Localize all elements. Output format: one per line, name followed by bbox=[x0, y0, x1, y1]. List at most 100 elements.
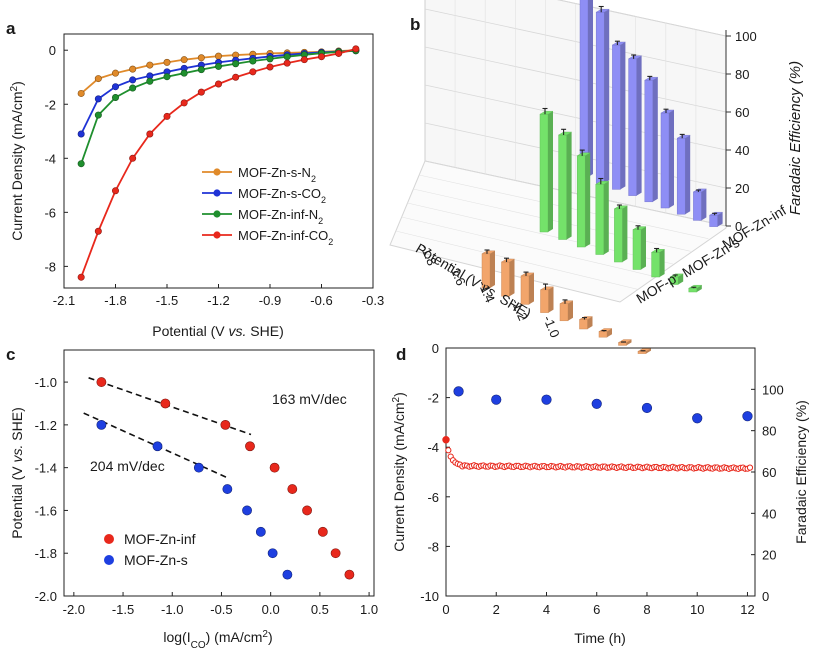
panel-a-legend-name: MOF-Zn-s-N bbox=[238, 165, 311, 180]
panel-a-legend: MOF-Zn-s-N2MOF-Zn-s-CO2MOF-Zn-inf-N2MOF-… bbox=[202, 165, 333, 247]
panel-c-point bbox=[152, 441, 163, 452]
panel-label-d: d bbox=[396, 345, 406, 364]
panel-d-ytick-label-left: -8 bbox=[427, 539, 439, 554]
panel-c-ytick-label: -1.2 bbox=[35, 418, 57, 433]
panel-c-xtick-label: 0.5 bbox=[311, 602, 329, 617]
panel-a-point bbox=[112, 69, 120, 77]
panel-a-point bbox=[112, 83, 120, 91]
panel-c-xtick-label: 0.0 bbox=[262, 602, 280, 617]
panel-c-point bbox=[255, 526, 266, 537]
panel-b-gridline bbox=[407, 202, 674, 265]
panel-c-point bbox=[282, 569, 293, 580]
panel-a-point bbox=[283, 59, 291, 67]
panel-a-point bbox=[94, 111, 102, 119]
panel-a-legend-name: MOF-Zn-inf-CO bbox=[238, 228, 328, 243]
panel-b-bar-side bbox=[636, 55, 642, 196]
panel-c-fit-label: 163 mV/dec bbox=[272, 391, 347, 407]
panel-d-ytick-label-left: -4 bbox=[427, 440, 439, 455]
panel-c-ylabel: Potential (V vs. SHE) bbox=[9, 407, 25, 539]
panel-a-point bbox=[94, 227, 102, 235]
panel-a-point bbox=[112, 94, 120, 102]
panel-b-bar-side bbox=[622, 205, 628, 262]
panel-d-current-point bbox=[746, 464, 754, 471]
panel-b-bar-side bbox=[620, 42, 626, 190]
panel-d-ytick-label-right: 80 bbox=[762, 424, 776, 439]
panel-d-fe-point bbox=[591, 398, 602, 409]
panel-b-bar-side bbox=[509, 259, 515, 297]
panel-a-point bbox=[266, 55, 274, 63]
panel-d-xtick-label: 10 bbox=[690, 602, 704, 617]
panel-c-point bbox=[222, 484, 233, 494]
panel-a-legend-sub: 2 bbox=[311, 174, 316, 184]
panel-b-xtick-label: -1.0 bbox=[540, 313, 563, 339]
panel-c-point bbox=[242, 505, 252, 516]
panel-c-point bbox=[269, 462, 280, 473]
panel-a-point bbox=[129, 84, 137, 92]
panel-c-point bbox=[220, 419, 231, 430]
panel-d-xtick-label: 4 bbox=[543, 602, 550, 617]
panel-c-point bbox=[96, 419, 107, 430]
panel-a-legend-name: MOF-Zn-s-CO bbox=[238, 186, 321, 201]
panel-d-fe-series bbox=[453, 386, 753, 424]
panel-a-point bbox=[180, 56, 188, 64]
panel-a-point bbox=[146, 77, 154, 85]
panel-c-point bbox=[160, 398, 171, 409]
panel-b-bar-side bbox=[717, 212, 723, 227]
panel-b-bar-side bbox=[678, 273, 684, 285]
panel-d-ylabel-right: Faradaic Efficiency (%) bbox=[793, 400, 809, 544]
panel-b-bar-side bbox=[659, 249, 665, 277]
panel-d-fe-point bbox=[491, 394, 502, 405]
panel-c-ytick-label: -1.8 bbox=[35, 546, 57, 561]
panel-a-point bbox=[94, 75, 102, 83]
panel-b-bar bbox=[676, 137, 686, 215]
panel-b-bar bbox=[637, 351, 647, 354]
panel-c-legend-marker bbox=[104, 534, 114, 544]
panel-a-point bbox=[129, 154, 137, 162]
panel-d-fe-point bbox=[641, 402, 653, 414]
panel-d-current-start bbox=[442, 436, 450, 444]
panel-b-bar-side bbox=[669, 110, 674, 208]
panel-d-ytick-label-right: 40 bbox=[762, 506, 776, 521]
panel-a-point bbox=[94, 95, 102, 103]
panel-b-bar bbox=[559, 303, 569, 322]
panel-c-xtick-label: -0.5 bbox=[210, 602, 232, 617]
panel-a-ytick-label: -2 bbox=[44, 97, 56, 112]
panel-b-bar bbox=[595, 11, 605, 184]
panel-d-ytick-label-left: 0 bbox=[432, 341, 439, 356]
panel-a-point bbox=[317, 53, 325, 61]
panel-c-xtick-label: 1.0 bbox=[360, 602, 378, 617]
panel-b-series-label: MOF-Zn-inf bbox=[719, 202, 789, 253]
panel-a-point bbox=[77, 89, 85, 97]
panel-c-point bbox=[302, 505, 312, 516]
panel-d-fe-point bbox=[541, 394, 552, 405]
panel-c-legend-marker bbox=[104, 555, 114, 565]
panel-a-point bbox=[163, 73, 171, 81]
panel-d-xtick-label: 2 bbox=[493, 602, 500, 617]
panel-d-fe-point bbox=[453, 386, 464, 397]
panel-c-xtick-label: -1.0 bbox=[161, 602, 183, 617]
panel-a-series bbox=[77, 45, 360, 281]
panel-a-point bbox=[215, 62, 223, 70]
panel-a-legend-marker bbox=[213, 210, 221, 218]
panel-a-xtick-label: -1.8 bbox=[104, 293, 126, 308]
panel-a-point bbox=[129, 65, 137, 73]
panel-a-ylabel: Current Density (mA/cm2) bbox=[9, 81, 26, 241]
panel-b-bar-side bbox=[566, 132, 572, 240]
panel-b-bar bbox=[598, 331, 608, 338]
panel-b-bar bbox=[618, 342, 627, 346]
panel-a-point bbox=[249, 68, 257, 76]
panel-b-bar bbox=[709, 214, 718, 227]
panel-b-bar-side bbox=[646, 348, 651, 354]
panel-b-bar-side bbox=[603, 181, 609, 255]
panel-a-chart: -2.1 -1.8 -1.5 -1.2 -0.9 -0.6 -0.3 0 -2 -4 -6 -8 MO… bbox=[9, 33, 384, 339]
panel-b-ztick-label: 80 bbox=[735, 67, 749, 82]
panel-a-ytick-label: -8 bbox=[44, 259, 56, 274]
panel-a-legend-sub: 2 bbox=[318, 216, 323, 226]
panel-a-point bbox=[197, 54, 205, 62]
panel-a-legend-label: MOF-Zn-s-CO2 bbox=[238, 186, 326, 205]
panel-b-bar bbox=[539, 113, 549, 233]
panel-b-bar-side bbox=[701, 188, 707, 221]
panel-c-ytick-label: -2.0 bbox=[35, 589, 57, 604]
